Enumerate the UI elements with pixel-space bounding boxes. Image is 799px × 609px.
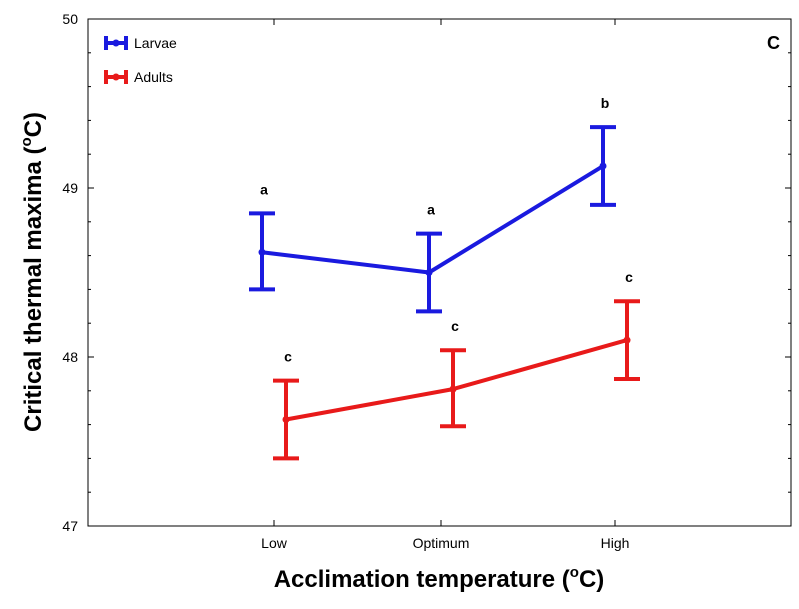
legend-label: Adults: [134, 69, 173, 85]
significance-letter: b: [601, 95, 610, 111]
series-line: [261, 164, 605, 275]
legend: Larvae Adults: [104, 35, 177, 85]
x-tick-label: Low: [261, 535, 288, 551]
legend-item-larvae: Larvae: [104, 35, 177, 51]
legend-marker: [112, 73, 120, 81]
data-point: [258, 248, 266, 256]
significance-letter: a: [427, 202, 435, 218]
data-point: [282, 416, 290, 424]
y-axis-ticks: 47 48 49 50: [62, 11, 791, 534]
x-axis-title: Acclimation temperature (oC): [274, 564, 605, 593]
significance-letter: c: [625, 269, 633, 285]
data-point: [425, 269, 433, 276]
legend-item-adults: Adults: [104, 69, 173, 85]
series-adults: c c c: [273, 269, 640, 461]
data-point: [449, 385, 457, 393]
y-axis-title: Critical thermal maxima (oC): [18, 112, 47, 432]
series-larvae: a a b: [249, 95, 616, 314]
significance-letter: c: [451, 318, 459, 334]
x-tick-label: High: [601, 535, 630, 551]
legend-label: Larvae: [134, 35, 177, 51]
y-tick-label: 50: [62, 11, 78, 27]
plot-frame: [87, 18, 792, 527]
significance-letter: a: [260, 181, 268, 197]
x-tick-label: Optimum: [413, 535, 470, 551]
legend-marker: [112, 39, 120, 47]
panel-label: C: [767, 33, 780, 53]
series-layer: a a b c c c: [249, 95, 640, 461]
y-tick-label: 47: [62, 518, 78, 534]
y-tick-label: 48: [62, 349, 78, 365]
data-point: [623, 336, 631, 344]
x-axis-ticks: Low Optimum High: [261, 19, 629, 551]
data-point: [599, 162, 607, 170]
significance-letter: c: [284, 349, 292, 365]
y-tick-label: 49: [62, 180, 78, 196]
